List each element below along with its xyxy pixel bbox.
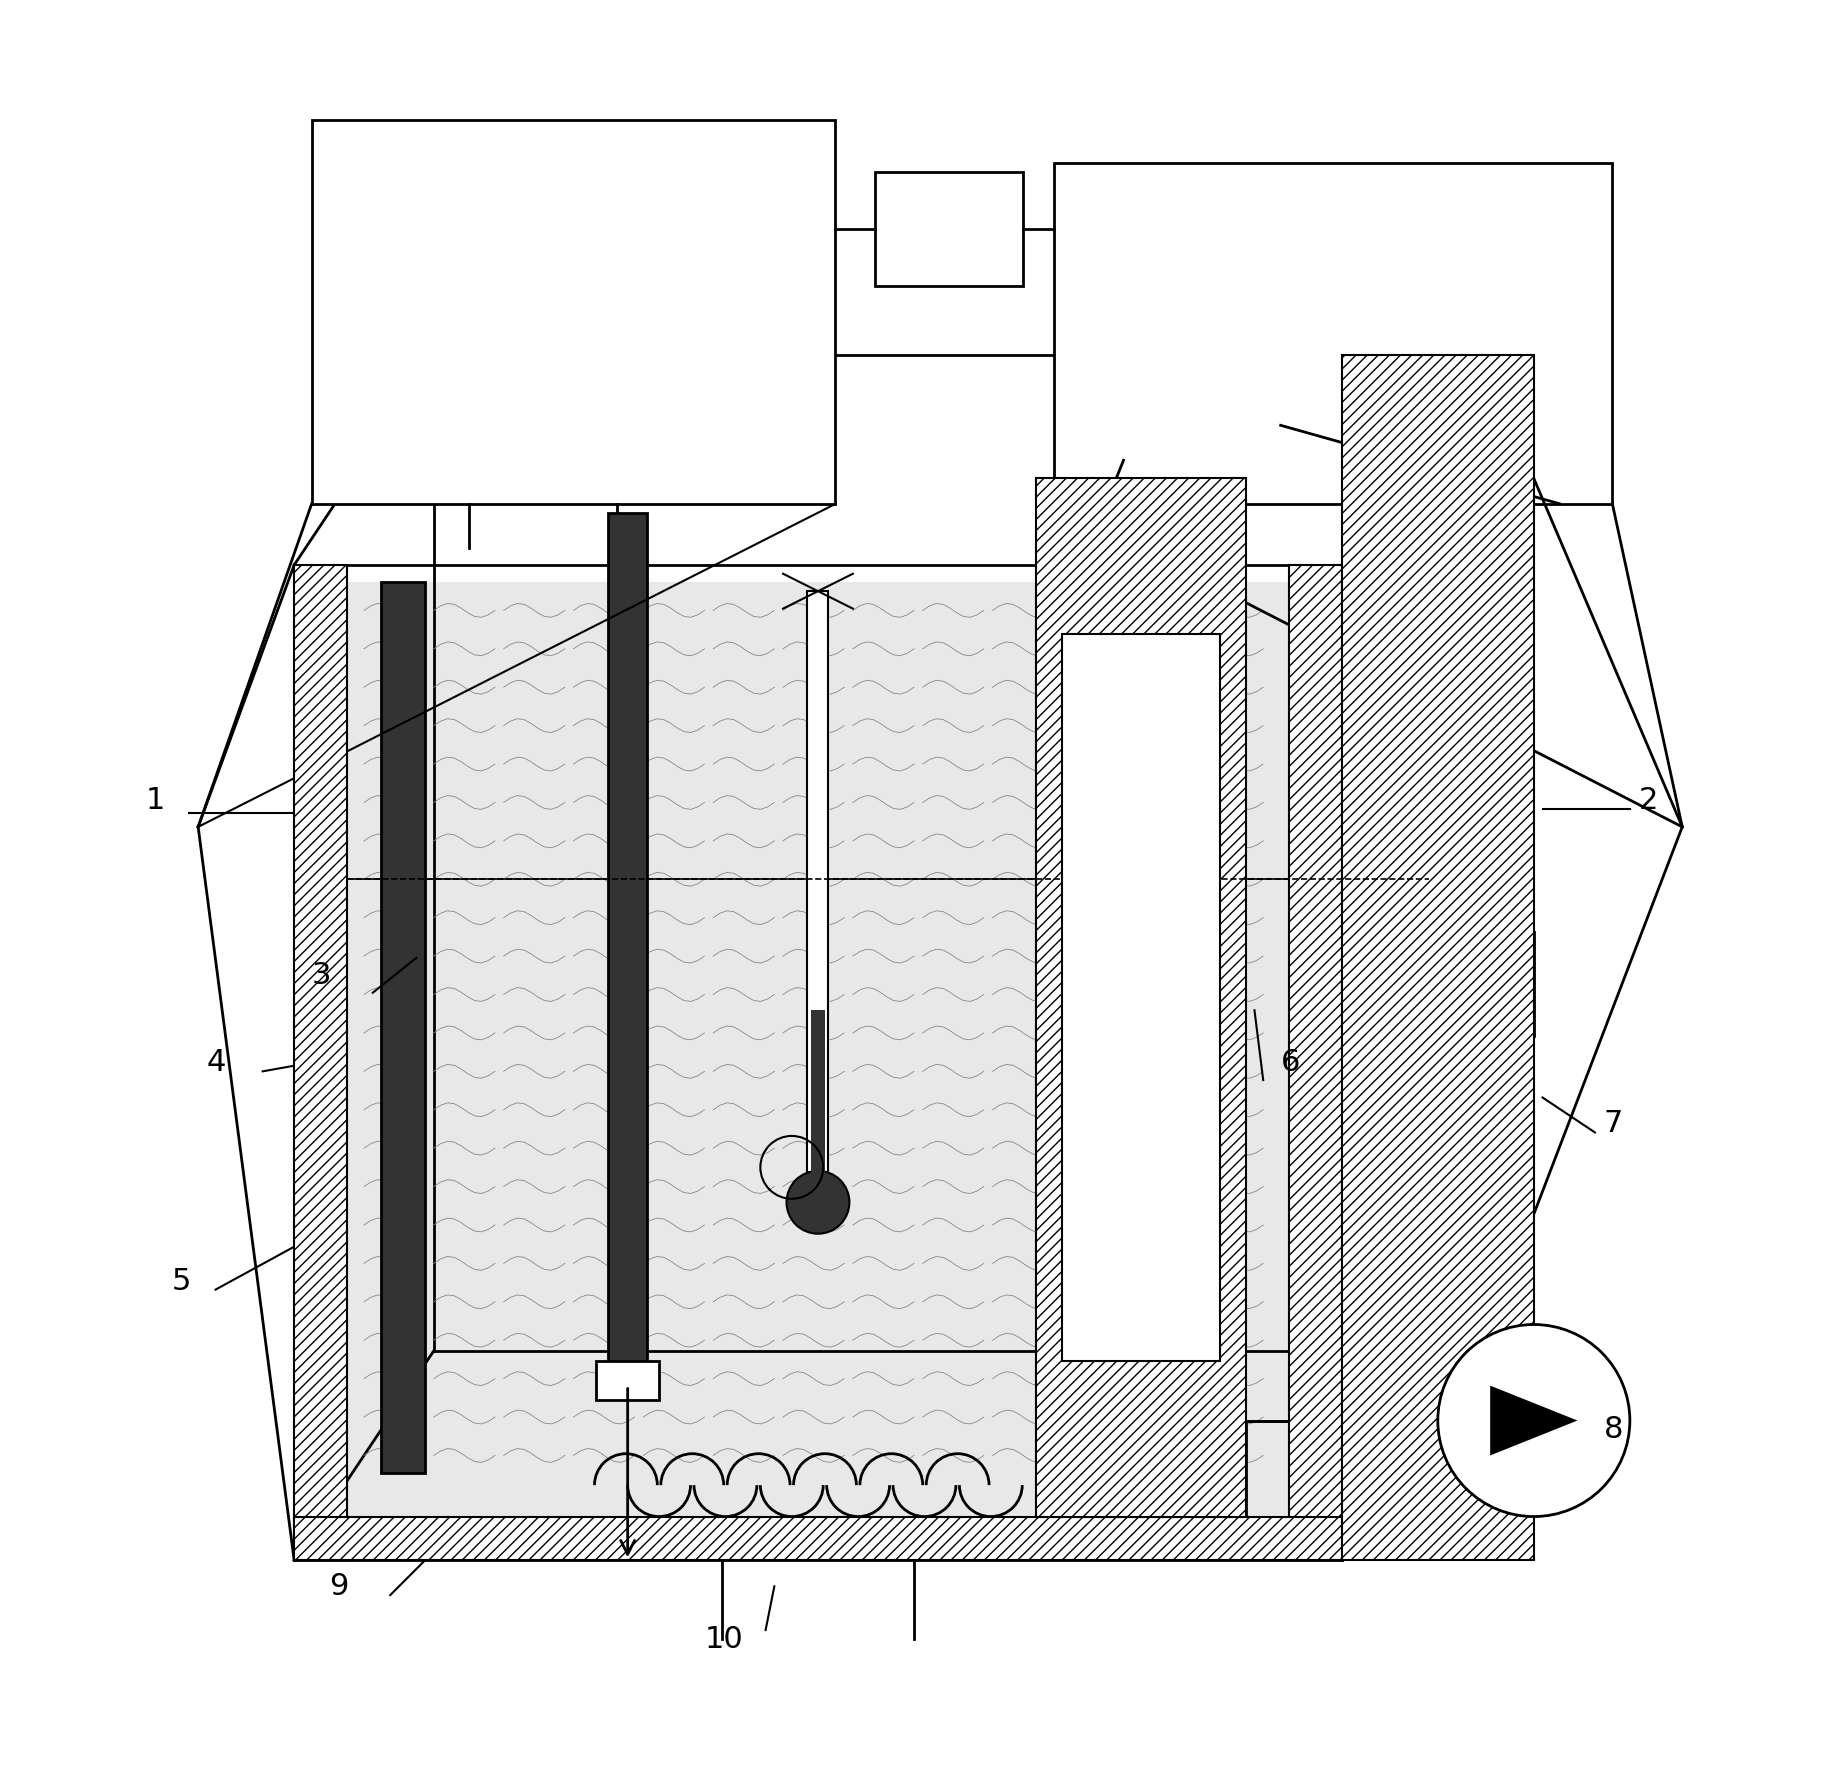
Text: 4: 4 bbox=[207, 1048, 227, 1078]
Bar bbox=[1062, 634, 1219, 1360]
Text: 7: 7 bbox=[1603, 1110, 1623, 1138]
Bar bbox=[294, 1517, 1342, 1559]
Bar bbox=[294, 565, 347, 1559]
Bar bbox=[382, 583, 426, 1472]
Text: 5: 5 bbox=[172, 1266, 192, 1295]
Text: 10: 10 bbox=[704, 1625, 744, 1653]
Bar bbox=[347, 583, 1289, 1517]
Text: 9: 9 bbox=[329, 1572, 349, 1602]
Bar bbox=[596, 1360, 660, 1399]
Circle shape bbox=[786, 1170, 850, 1234]
Bar bbox=[808, 591, 828, 1185]
Text: 1: 1 bbox=[146, 787, 165, 815]
Text: 6: 6 bbox=[1281, 1048, 1300, 1078]
Bar bbox=[812, 1011, 824, 1185]
Bar bbox=[1342, 355, 1534, 1559]
Bar bbox=[1053, 163, 1612, 504]
Bar bbox=[1036, 478, 1245, 1517]
Text: 2: 2 bbox=[1638, 787, 1658, 815]
Text: 3: 3 bbox=[311, 961, 331, 989]
Bar bbox=[876, 172, 1024, 286]
Text: 8: 8 bbox=[1603, 1415, 1623, 1444]
Bar bbox=[609, 513, 647, 1368]
Circle shape bbox=[1439, 1325, 1631, 1517]
Bar bbox=[1289, 565, 1342, 1559]
Bar bbox=[311, 119, 835, 504]
Bar bbox=[1429, 932, 1534, 1037]
Polygon shape bbox=[1490, 1385, 1578, 1456]
